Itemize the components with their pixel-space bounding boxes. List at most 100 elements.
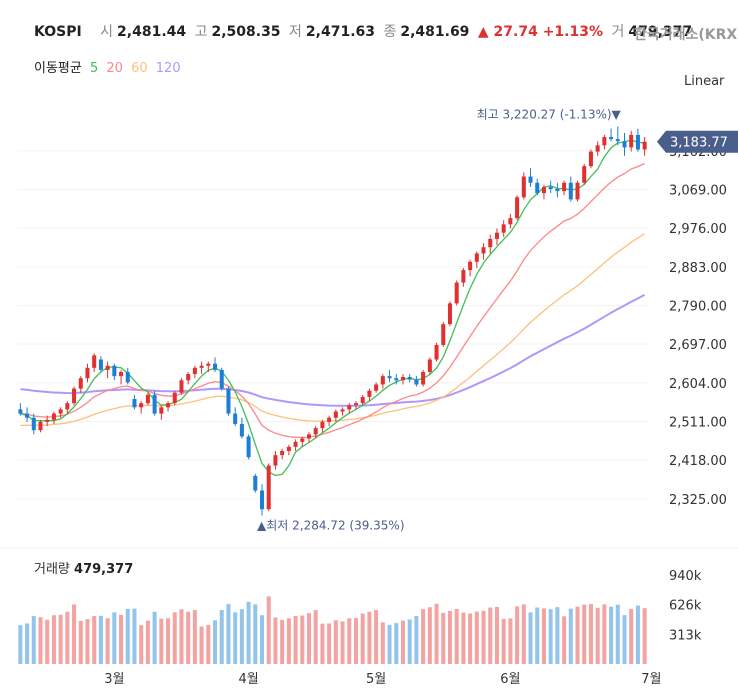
volume-bar (548, 609, 553, 664)
volume-bar (192, 610, 197, 664)
moving-average-legend[interactable]: 이동평균 5 20 60 120 (34, 57, 185, 76)
current-price-value: 3,183.77 (670, 136, 728, 151)
scale-mode-button[interactable]: Linear (684, 74, 725, 89)
volume-bar (58, 614, 63, 664)
x-tick-label: 7월 (641, 672, 661, 687)
candle-body (246, 436, 251, 458)
candle-body (239, 423, 244, 437)
volume-tick-label: 626k (669, 599, 702, 614)
candle-body (65, 403, 70, 410)
candle-body (98, 359, 103, 370)
volume-bar (333, 620, 338, 664)
candle-body (38, 421, 43, 431)
candle-body (515, 197, 520, 219)
close-label: 종 (383, 24, 397, 40)
candle-body (367, 390, 372, 397)
volume-bar (434, 603, 439, 664)
max-price-label: 최고 3,220.27 (-1.13%)▼ (477, 108, 622, 122)
low-label: 저 (289, 24, 302, 40)
volume-bar (582, 604, 587, 664)
y-tick-label: 3,069.00 (669, 183, 727, 198)
candle-body (280, 450, 285, 456)
low-value: 2,471.63 (305, 24, 375, 40)
volume-bar (92, 616, 97, 664)
y-tick-label: 2,976.00 (669, 222, 727, 237)
volume-bar (360, 613, 365, 664)
volume-bar (112, 612, 117, 664)
candle-body (145, 394, 150, 404)
high-label: 고 (194, 24, 208, 40)
candle-body (521, 176, 526, 198)
volume-bar (199, 626, 204, 664)
volume-bar (226, 604, 231, 664)
volume-bar (353, 618, 359, 664)
candle-body (51, 413, 56, 420)
volume-bar (595, 607, 600, 664)
candle-body (333, 411, 338, 418)
volume-bar (72, 604, 77, 664)
open-value: 2,481.44 (117, 24, 187, 40)
volume-bar (635, 605, 640, 664)
exchange-name: 한국거래소(KRX) (634, 27, 738, 43)
volume-bar (400, 620, 405, 664)
candle-body (219, 369, 224, 389)
candle-body (474, 253, 479, 262)
x-tick-label: 5월 (366, 672, 386, 687)
volume-bar (179, 609, 184, 664)
candle-body (481, 247, 486, 254)
volume-bar (541, 608, 546, 664)
volume-bar (555, 607, 560, 664)
candle-body (595, 145, 600, 152)
open-label: 시 (100, 24, 114, 40)
volume-bar (461, 612, 466, 664)
ma-legend-label: 이동평균 (34, 61, 82, 76)
candle-body (25, 413, 30, 418)
candle-body (72, 388, 77, 404)
candle-body (293, 441, 298, 447)
candle-body (635, 134, 640, 150)
volume-bar (78, 620, 83, 664)
candle-body (461, 270, 466, 283)
ma20-label: 20 (106, 61, 123, 76)
volume-bar (340, 621, 345, 664)
candle-body (548, 186, 553, 190)
ma120-line (20, 294, 646, 407)
volume-bar (454, 608, 459, 664)
y-tick-label: 2,883.00 (669, 261, 727, 276)
candle-body (555, 189, 560, 192)
volume-bar (45, 619, 50, 664)
volume-bar (615, 604, 620, 664)
ticker-symbol: KOSPI (34, 24, 82, 40)
volume-bar (260, 615, 265, 664)
volume-bar (51, 615, 56, 664)
candle-body (260, 490, 265, 510)
candle-body (306, 434, 312, 439)
volume-bar (562, 616, 567, 664)
ma120-label: 120 (155, 61, 181, 76)
current-price-tag (657, 130, 738, 153)
candle-body (273, 455, 278, 466)
candle-body (494, 232, 499, 239)
candle-body (139, 403, 144, 408)
candle-body (347, 405, 352, 410)
volume-bar (535, 607, 540, 664)
candle-body (407, 376, 412, 380)
volume-bar (306, 613, 312, 664)
volume-bar (488, 607, 493, 664)
candle-body (31, 417, 36, 431)
volume-bar (119, 614, 124, 664)
volume-panel-value: 479,377 (74, 562, 134, 577)
candle-body (186, 374, 191, 381)
y-tick-label: 2,604.00 (669, 377, 727, 392)
volume-bar (474, 611, 479, 664)
volume-bar (515, 606, 520, 664)
volume-bar (152, 611, 157, 664)
y-tick-label: 2,511.00 (669, 415, 727, 430)
ma60-label: 60 (131, 61, 148, 76)
volume-bar (85, 619, 90, 664)
ma5-line (20, 139, 645, 477)
candle-body (380, 376, 385, 385)
volume-bar (414, 616, 419, 664)
volume-bar (528, 612, 533, 664)
